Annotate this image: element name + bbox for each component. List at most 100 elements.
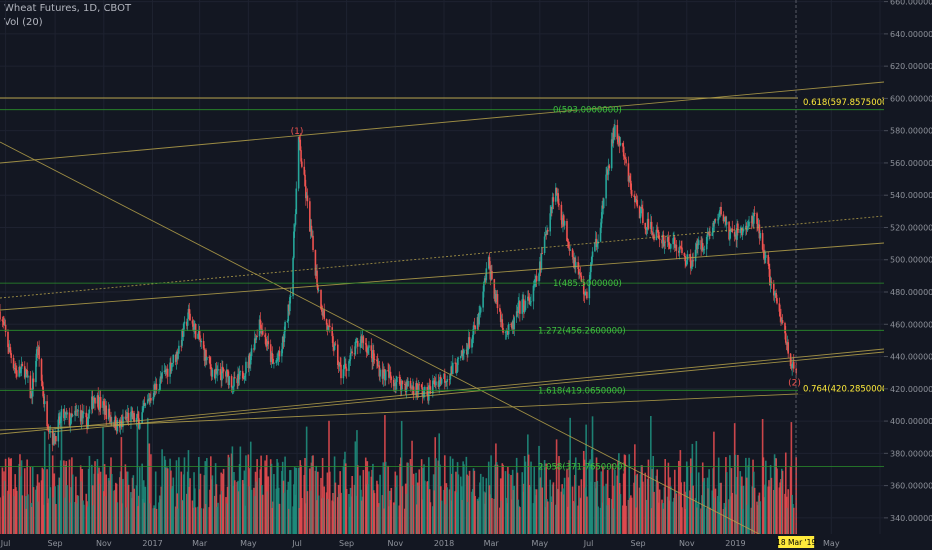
candle-body [739,228,742,233]
price-tick-label: 580.0000000 [890,127,932,136]
candle-body [305,186,307,199]
candle-body [316,270,318,286]
candle-body [523,309,526,313]
volume-bar [10,458,12,534]
candle-body [449,373,452,380]
volume-bar [420,459,423,534]
candle-body [329,325,331,328]
candle-body [21,363,24,367]
candle-body [571,249,574,257]
price-tick-label: 380.0000000 [890,449,932,458]
candle-body [46,401,48,427]
time-axis[interactable]: Jul Sep Nov 2017 Mar May Jul Sep Nov 2018 Mar May Ju… [0,534,884,550]
volume-bar [373,493,376,534]
candle-body [267,341,270,345]
fib-label: 0(593.0000000) [553,106,622,116]
volume-bar [558,456,560,534]
candle-body [389,371,392,377]
trend-lines[interactable] [0,0,885,550]
candle-body [293,224,296,232]
candle-body [231,387,234,389]
candle-body [233,377,235,387]
candle-body [331,327,333,337]
fib-label: 1.272(456.2600000) [538,326,626,336]
candle-body [284,322,286,332]
candle-body [210,364,212,370]
price-tick-label: 420.0000000 [890,385,932,394]
candle-body [48,431,51,433]
volume-bar [415,472,417,534]
volume-indicator-label[interactable]: Vol (20) [4,17,43,28]
candle-body [753,212,755,224]
candle-body [239,371,242,373]
candle-body [737,223,739,233]
candle-body [690,266,693,269]
candle-body [479,307,482,313]
time-tick-label: Sep [48,539,63,548]
candle-body [163,370,166,373]
candle-body [530,301,532,303]
candle-body [517,302,520,313]
candle-body [12,357,15,369]
candle-body [59,416,62,424]
candle-body [221,366,223,381]
candle-body [1,319,4,321]
volume-bar [457,474,460,534]
candle-body [686,254,689,261]
candle-body [258,319,261,337]
volume-bar [681,507,683,534]
volume-bar [301,498,303,534]
volume-bar [725,472,728,534]
candle-body [685,260,688,266]
candle-body [532,285,535,302]
fibonacci-levels[interactable]: 0(593.0000000) 0.618(597.8575000) 1(485.50… [0,95,891,473]
volume-bar [120,437,123,534]
volume-bar [734,454,737,534]
price-axis[interactable]: 340.0000000 360.0000000 380.0000000 400.000… [884,0,932,550]
price-tick-label: 560.0000000 [890,159,932,168]
candle-body [306,195,309,202]
candle-body [714,219,717,221]
candle-body [712,222,714,233]
candle-body [15,368,17,371]
candle-body [720,206,722,215]
volume-bar [708,469,710,534]
candle-body [772,283,775,296]
candle-body [232,386,234,388]
candle-body [383,369,385,373]
candle-body [303,166,306,175]
candle-body [219,369,222,375]
candle-body [376,361,379,367]
fib-label: 2.058(371.7650000) [538,463,626,473]
volume-bar [792,507,795,534]
candle-body [205,349,207,361]
candle-body [462,353,464,357]
candle-body [709,233,711,236]
candle-body [692,260,694,262]
candle-body [387,370,389,372]
candle-body [120,420,123,423]
volume-bar [717,457,720,534]
volume-bar [695,441,698,534]
candle-body [161,372,163,379]
candle-body [345,368,348,371]
candle-body [668,242,670,246]
volume-bar [625,505,627,534]
candle-body [211,369,214,377]
price-tick-label: 540.0000000 [890,191,932,200]
volume-bar [513,485,516,534]
candle-body [9,347,12,354]
candle-body [404,384,406,385]
volume-bar [496,464,499,534]
candle-body [723,219,726,222]
candle-body [133,413,135,422]
volume-bar [250,489,253,534]
volume-bar [669,486,672,534]
candle-body [189,313,191,321]
candle-body [289,296,292,298]
candle-body [566,241,569,242]
candle-body [624,157,627,160]
candle-body [370,345,373,351]
candle-body [343,364,345,370]
